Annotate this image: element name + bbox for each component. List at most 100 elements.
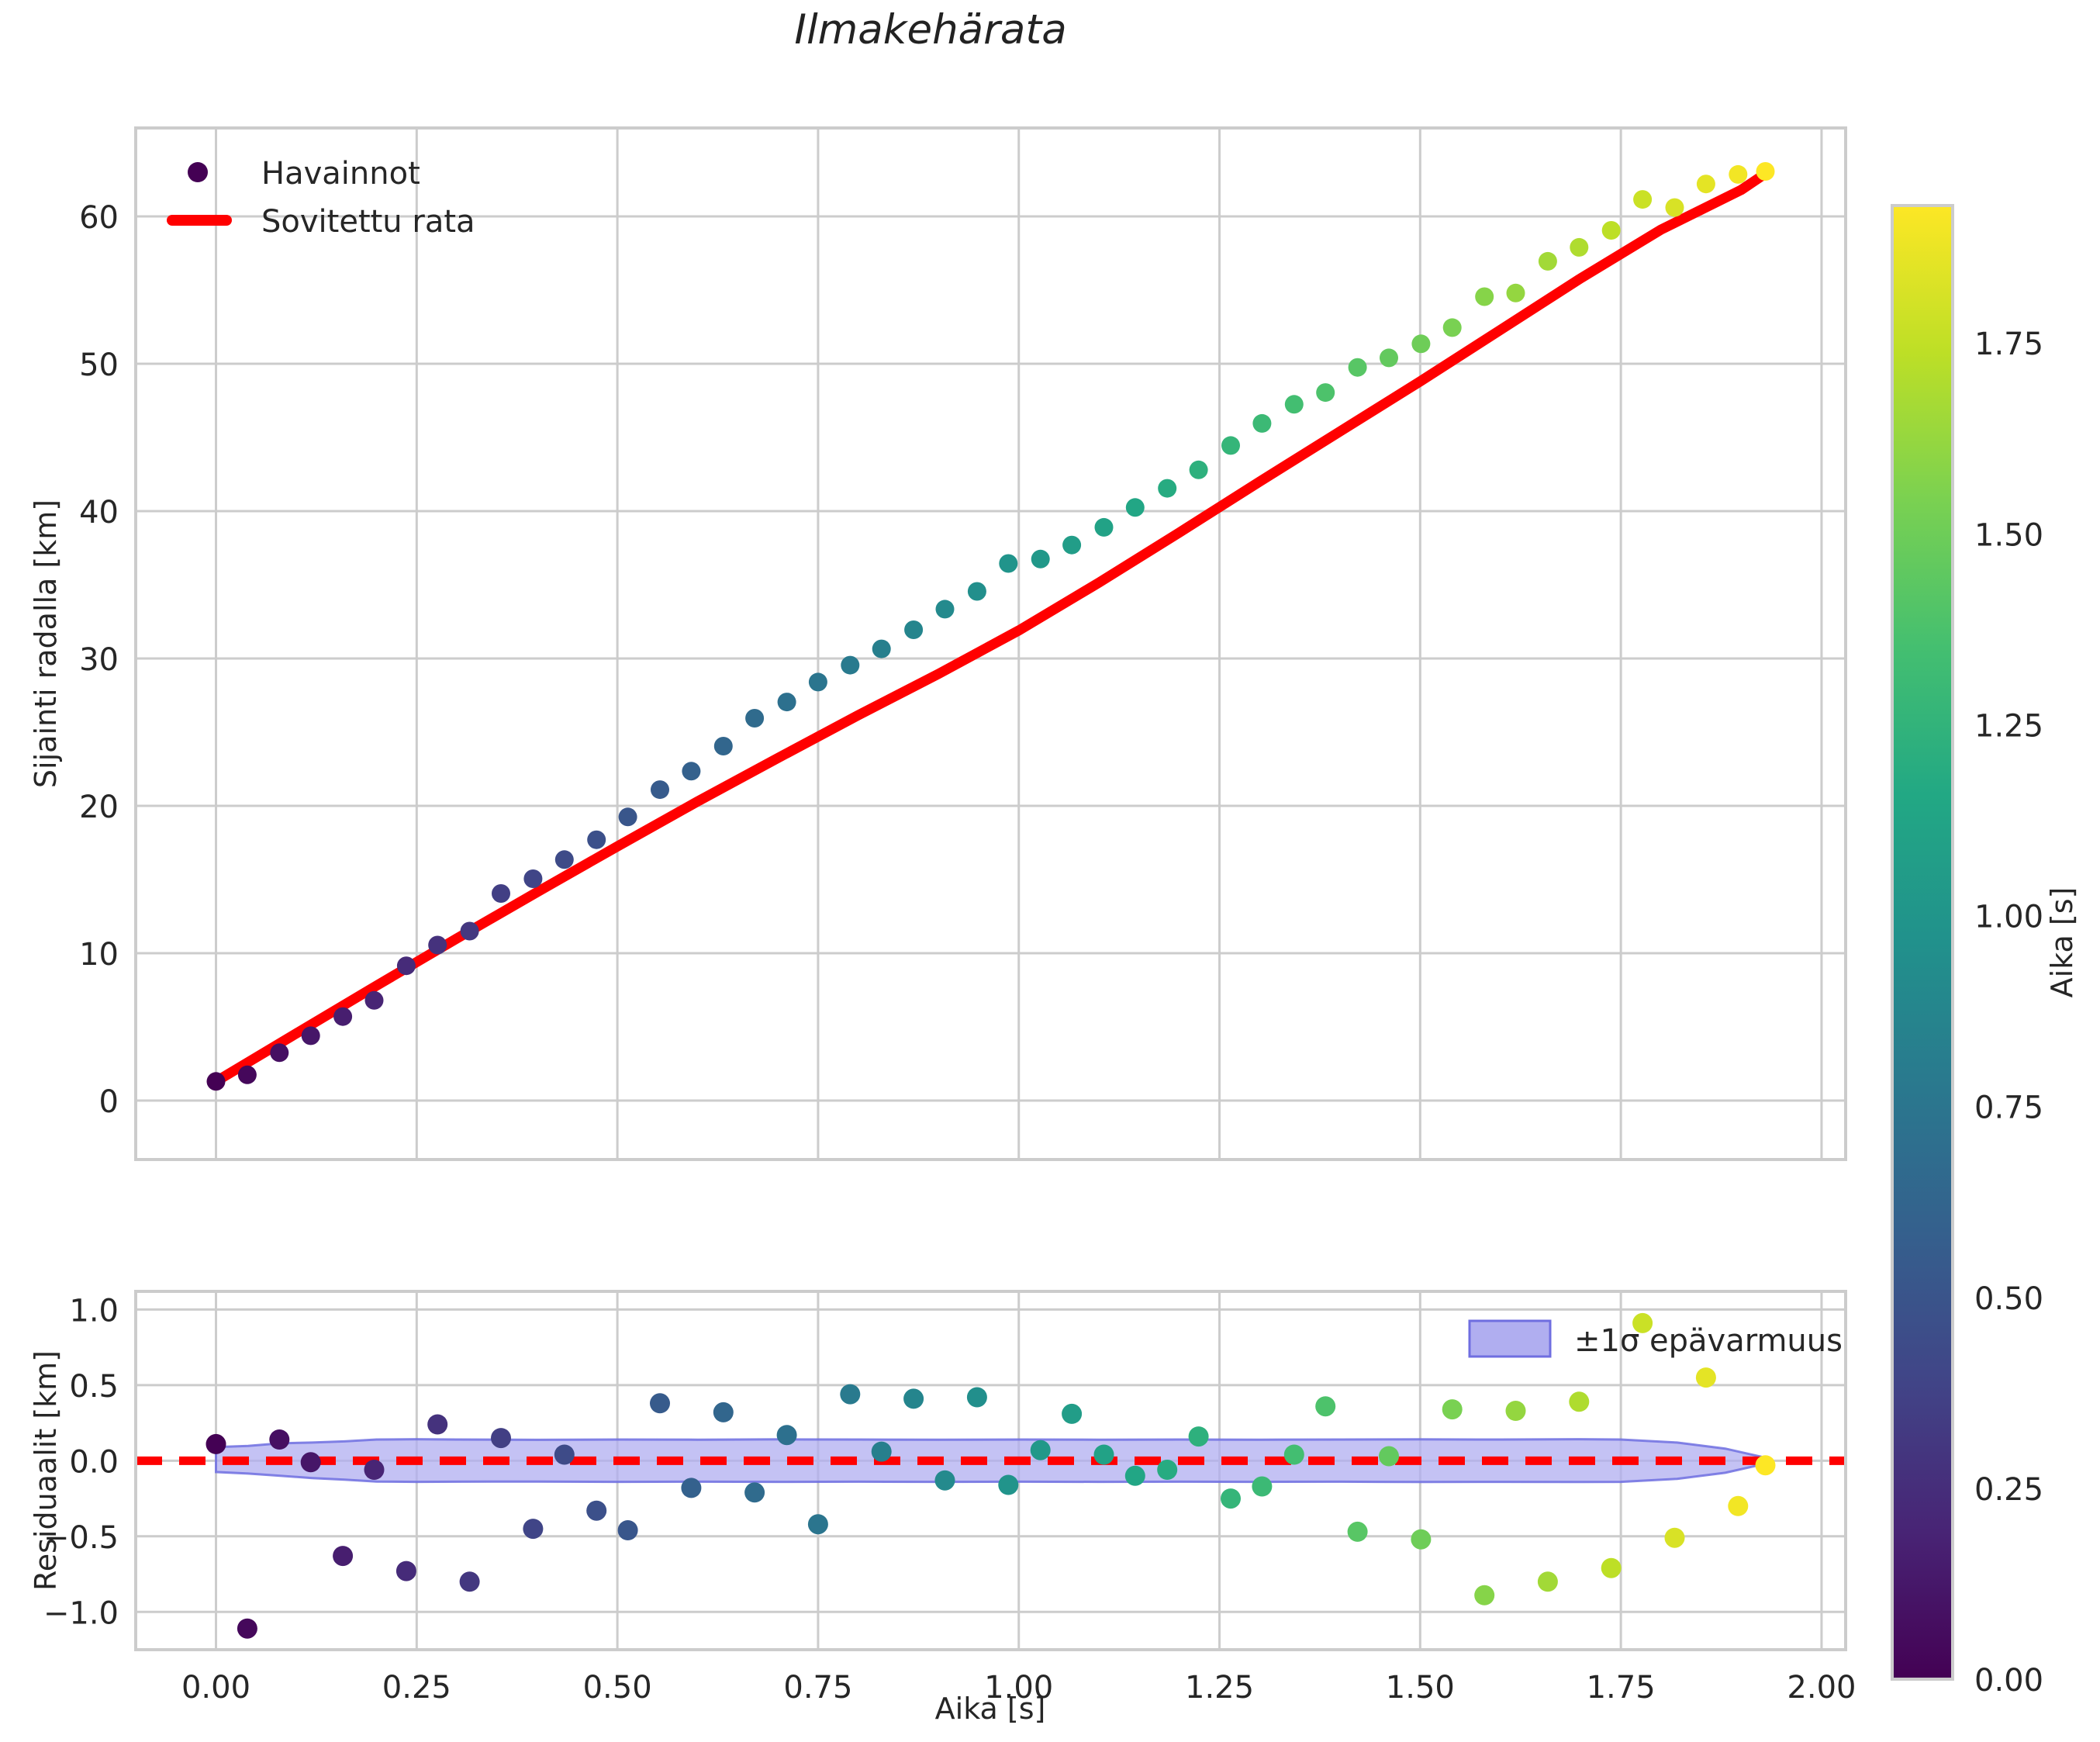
colorbar-label: Aika [s] <box>2045 887 2079 998</box>
observation-point <box>1284 395 1304 414</box>
residual-point <box>1030 1440 1051 1460</box>
observation-point <box>745 709 765 728</box>
observation-point <box>682 762 701 781</box>
residual-point <box>237 1618 257 1639</box>
residuals-x-tick: 0.25 <box>382 1670 451 1706</box>
colorbar-tick: 1.50 <box>1974 517 2043 553</box>
main-gridlines <box>136 128 1846 1160</box>
residual-point <box>523 1519 544 1540</box>
main-legend[interactable]: Havainnot Sovitettu rata <box>167 156 475 240</box>
observation-point <box>554 850 574 869</box>
residuals-plot-frame <box>134 1290 1847 1651</box>
observation-point <box>1756 162 1775 181</box>
legend-marker-observations <box>188 162 208 182</box>
legend-label-fitted-line: Sovitettu rata <box>261 204 475 240</box>
main-axes: 0 10 20 30 40 50 60 Sijainti radalla [km] Hava… <box>29 126 1847 1161</box>
colorbar[interactable]: 0.00 0.25 0.50 0.75 1.00 1.25 1.50 1.75 Aika [s… <box>1891 204 2079 1699</box>
residual-point <box>1411 1529 1432 1550</box>
residual-point <box>1379 1446 1399 1467</box>
residual-point <box>934 1470 955 1491</box>
observation-point <box>1031 549 1050 569</box>
residuals-x-tick: 0.75 <box>783 1670 852 1706</box>
residual-point <box>807 1514 828 1535</box>
observation-point <box>333 1007 353 1026</box>
observation-point <box>428 935 447 955</box>
residuals-x-tick-labels: 0.00 0.25 0.50 0.75 1.00 1.25 1.50 1.75 2.00 <box>181 1670 1856 1706</box>
observation-point <box>1411 334 1431 354</box>
observation-point <box>808 672 827 692</box>
observation-point <box>967 582 986 601</box>
residual-point <box>681 1478 702 1498</box>
legend-label-sigma-band: ±1σ epävarmuus <box>1574 1323 1843 1359</box>
residual-point <box>1537 1571 1558 1592</box>
observation-point <box>460 921 479 941</box>
colorbar-tick: 0.25 <box>1974 1472 2043 1508</box>
residual-point <box>1062 1403 1083 1424</box>
colorbar-gradient <box>1891 204 1954 1681</box>
residual-point <box>269 1429 290 1450</box>
residuals-legend[interactable]: ±1σ epävarmuus <box>1468 1319 1843 1359</box>
fitted-trajectory-line <box>211 168 1770 1087</box>
residual-point <box>1283 1444 1304 1465</box>
residuals-gridlines <box>136 1291 1846 1650</box>
colorbar-tick: 1.00 <box>1974 900 2043 935</box>
main-y-tick-labels: 0 10 20 30 40 50 60 <box>79 200 119 1120</box>
observation-point <box>1062 535 1082 555</box>
residual-point <box>1188 1426 1209 1447</box>
residuals-y-tick: 0.0 <box>69 1444 119 1480</box>
colorbar-tick: 0.75 <box>1974 1090 2043 1126</box>
observation-point <box>1729 164 1748 184</box>
observation-point <box>301 1026 320 1046</box>
observation-point <box>1380 348 1398 368</box>
observation-point <box>999 554 1018 573</box>
residuals-x-tick: 1.75 <box>1587 1670 1656 1706</box>
residual-point <box>1252 1476 1273 1497</box>
main-y-tick: 0 <box>99 1084 119 1120</box>
observation-point <box>396 956 416 976</box>
main-y-tick: 20 <box>79 790 119 825</box>
observation-point <box>587 830 606 849</box>
residual-point <box>1728 1495 1749 1516</box>
residual-point <box>713 1402 734 1422</box>
observation-point <box>1633 190 1653 209</box>
residual-point <box>1474 1585 1495 1605</box>
residual-point <box>776 1425 797 1446</box>
main-plot-frame <box>134 126 1847 1161</box>
residuals-x-tick: 1.25 <box>1185 1670 1254 1706</box>
residual-point <box>903 1388 924 1409</box>
main-y-tick: 50 <box>79 347 119 383</box>
residuals-y-tick: 1.0 <box>69 1293 119 1329</box>
main-y-tick: 60 <box>79 200 119 236</box>
residual-point <box>617 1520 638 1540</box>
observation-point <box>1316 383 1335 403</box>
residual-point <box>1632 1312 1653 1333</box>
residual-point <box>966 1387 987 1408</box>
residual-point <box>395 1561 416 1581</box>
residual-point <box>1569 1391 1590 1412</box>
observation-point <box>618 807 637 827</box>
observation-point <box>1475 287 1494 306</box>
colorbar-tick: 1.75 <box>1974 327 2043 362</box>
residual-point <box>1315 1396 1336 1417</box>
observation-point <box>1348 358 1367 377</box>
residual-point <box>1157 1460 1178 1480</box>
residual-point <box>427 1414 448 1435</box>
observation-point <box>206 1072 226 1091</box>
observation-point <box>237 1065 257 1084</box>
colorbar-tick: 1.25 <box>1974 708 2043 744</box>
observation-points <box>206 162 1775 1091</box>
legend-label-observations: Havainnot <box>261 156 420 192</box>
observation-point <box>1570 237 1589 257</box>
residual-point <box>1695 1367 1716 1388</box>
residuals-y-tick: 0.5 <box>69 1369 119 1405</box>
residual-point <box>744 1482 765 1503</box>
residuals-x-tick: 1.50 <box>1386 1670 1455 1706</box>
residuals-x-tick: 2.00 <box>1787 1670 1856 1706</box>
observation-point <box>841 655 860 675</box>
observation-point <box>1442 318 1462 337</box>
residual-points <box>206 1312 1776 1639</box>
residual-point <box>1601 1557 1622 1578</box>
residuals-x-tick: 0.50 <box>583 1670 652 1706</box>
